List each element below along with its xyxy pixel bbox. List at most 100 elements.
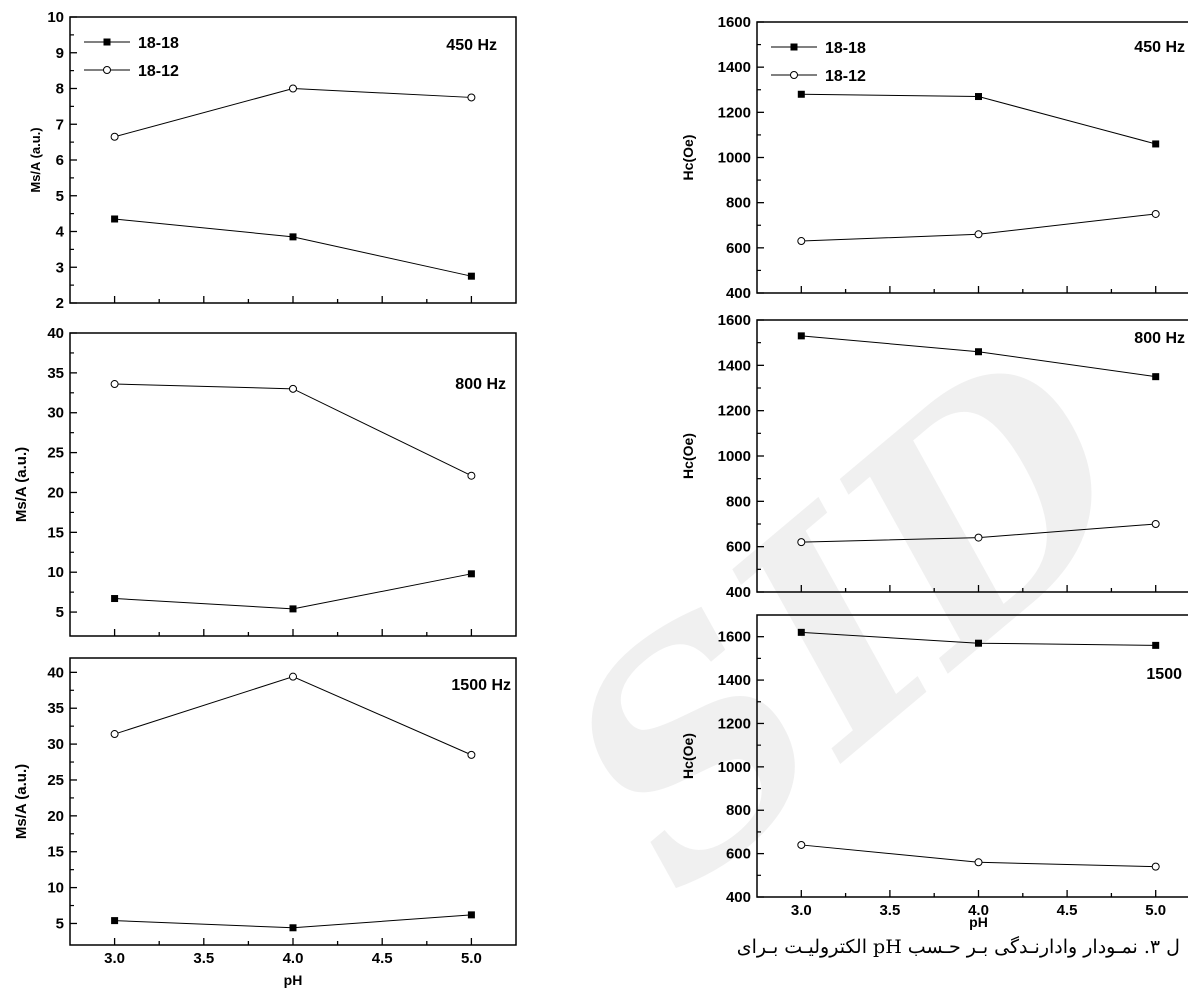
y-tick-label: 15 bbox=[47, 524, 64, 541]
y-tick-label: 10 bbox=[47, 9, 64, 26]
y-tick-label: 20 bbox=[47, 808, 64, 825]
y-tick-label: 15 bbox=[47, 844, 64, 861]
y-tick-label: 600 bbox=[726, 846, 751, 863]
figure-caption: ل ۳. نمـودار وادارنـدگی بـر حـسب pH الکت… bbox=[736, 936, 1180, 958]
data-point-18-12 bbox=[974, 858, 983, 867]
legend-marker bbox=[103, 38, 111, 46]
panel-title: 450 Hz bbox=[446, 37, 497, 54]
y-tick-label: 40 bbox=[47, 664, 64, 681]
y-tick-label: 1400 bbox=[718, 357, 751, 374]
y-tick-label: 800 bbox=[726, 802, 751, 819]
series-line-18-18 bbox=[801, 93, 1156, 145]
y-tick-label: 5 bbox=[56, 188, 64, 205]
panel-title: 1500 Hz bbox=[451, 677, 511, 694]
chart-panel-5: 400 600 800 1000 1200 1400 1600 Hc(Oe) 800 Hz bbox=[680, 312, 1188, 601]
y-tick-label: 1600 bbox=[718, 14, 751, 31]
y-tick-label: 7 bbox=[56, 116, 64, 133]
data-point-18-18 bbox=[289, 233, 297, 241]
y-tick-label: 1600 bbox=[718, 629, 751, 646]
series-line-18-18 bbox=[801, 335, 1156, 378]
y-tick-label: 3 bbox=[56, 259, 64, 276]
y-axis-label: Ms/A (a.u.) bbox=[28, 127, 43, 192]
data-point-18-12 bbox=[289, 672, 297, 681]
series-line-18-18 bbox=[114, 218, 472, 277]
y-tick-label: 25 bbox=[47, 445, 64, 462]
panel-title: 450 Hz bbox=[1134, 39, 1185, 56]
y-tick-label: 1400 bbox=[718, 59, 751, 76]
y-axis-label: Ms/A (a.u.) bbox=[13, 447, 30, 522]
y-axis-label: Hc(Oe) bbox=[680, 733, 696, 779]
y-tick-label: 35 bbox=[47, 365, 64, 382]
data-point-18-12 bbox=[289, 84, 297, 93]
data-point-18-18 bbox=[975, 639, 982, 647]
legend-label: 18-12 bbox=[138, 63, 179, 80]
data-point-18-18 bbox=[111, 917, 119, 925]
data-point-18-12 bbox=[289, 384, 297, 393]
y-tick-label: 2 bbox=[56, 295, 64, 312]
y-axis-label: Ms/A (a.u.) bbox=[13, 764, 30, 839]
y-tick-label: 1200 bbox=[718, 715, 751, 732]
y-tick-label: 20 bbox=[47, 484, 64, 501]
x-tick-label: 4.5 bbox=[1057, 902, 1078, 919]
data-point-18-12 bbox=[467, 93, 476, 102]
y-tick-label: 400 bbox=[726, 889, 751, 906]
y-tick-label: 1000 bbox=[718, 759, 751, 776]
y-tick-label: 8 bbox=[56, 81, 64, 98]
chart-panel-1: 2 3 4 5 6 7 8 9 10 Ms/A (a.u.) 450 Hz 18-18 18-12 bbox=[28, 9, 517, 312]
plot-frame bbox=[69, 16, 517, 304]
data-point-18-18 bbox=[797, 628, 805, 636]
x-axis-label: pH bbox=[284, 972, 303, 988]
plot-frame bbox=[69, 332, 517, 637]
data-point-18-12 bbox=[974, 230, 983, 239]
data-point-18-18 bbox=[975, 93, 982, 101]
x-tick-label: 5.0 bbox=[1145, 902, 1166, 919]
plot-frame bbox=[756, 319, 1188, 593]
data-point-18-12 bbox=[974, 533, 983, 542]
legend-label: 18-12 bbox=[825, 68, 866, 85]
data-point-18-12 bbox=[1151, 520, 1160, 528]
series-line-18-12 bbox=[114, 383, 472, 477]
x-axis-label: pH bbox=[969, 914, 988, 930]
legend-marker bbox=[790, 43, 798, 51]
x-tick-label: 5.0 bbox=[461, 950, 482, 967]
y-axis-label: Hc(Oe) bbox=[680, 135, 696, 181]
y-tick-label: 30 bbox=[47, 405, 64, 422]
data-point-18-18 bbox=[467, 911, 475, 919]
data-point-18-18 bbox=[289, 924, 297, 932]
y-tick-label: 35 bbox=[47, 700, 64, 717]
x-tick-label: 3.0 bbox=[791, 902, 812, 919]
data-point-18-12 bbox=[110, 132, 119, 141]
y-tick-label: 10 bbox=[47, 880, 64, 897]
series-line-18-12 bbox=[114, 87, 472, 138]
plot-frame bbox=[69, 657, 517, 946]
data-point-18-18 bbox=[1152, 373, 1160, 381]
x-tick-label: 3.0 bbox=[104, 950, 125, 967]
data-point-18-18 bbox=[111, 215, 119, 223]
x-tick-label: 4.0 bbox=[283, 950, 304, 967]
y-tick-label: 6 bbox=[56, 152, 64, 169]
y-tick-label: 800 bbox=[726, 493, 751, 510]
chart-panel-4: 400 600 800 1000 1200 1400 1600 Hc(Oe) 450 Hz 18-… bbox=[680, 14, 1188, 302]
panel-title: 800 Hz bbox=[1134, 330, 1185, 347]
data-point-18-18 bbox=[111, 595, 119, 603]
data-point-18-12 bbox=[797, 237, 806, 246]
y-tick-label: 5 bbox=[56, 915, 64, 932]
y-tick-label: 30 bbox=[47, 736, 64, 753]
panel-title: 1500 bbox=[1146, 666, 1182, 683]
data-point-18-18 bbox=[797, 332, 805, 340]
y-tick-label: 40 bbox=[47, 325, 64, 342]
y-tick-label: 1000 bbox=[718, 150, 751, 167]
data-point-18-12 bbox=[110, 380, 119, 389]
data-point-18-18 bbox=[1152, 140, 1160, 148]
data-point-18-12 bbox=[1151, 209, 1160, 218]
data-point-18-12 bbox=[467, 750, 476, 759]
data-point-18-18 bbox=[289, 605, 297, 613]
chart-panel-6: 3.0 3.5 4.0 4.5 5.0 pH 400 600 800 1000 1200 1400 16… bbox=[680, 614, 1188, 930]
legend-label: 18-18 bbox=[138, 35, 179, 52]
y-tick-label: 600 bbox=[726, 539, 751, 556]
series-line-18-12 bbox=[114, 676, 472, 756]
x-tick-label: 3.5 bbox=[193, 950, 214, 967]
data-point-18-18 bbox=[1152, 641, 1160, 649]
data-point-18-18 bbox=[467, 272, 475, 280]
